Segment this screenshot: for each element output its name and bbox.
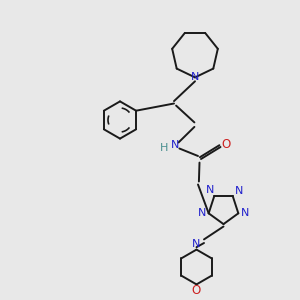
Text: N: N (191, 72, 199, 82)
Text: O: O (222, 137, 231, 151)
Text: N: N (206, 185, 214, 195)
Text: N: N (171, 140, 180, 151)
Text: O: O (192, 284, 201, 297)
Text: H: H (160, 143, 168, 154)
Text: N: N (235, 186, 244, 197)
Text: N: N (198, 208, 206, 218)
Text: N: N (192, 238, 201, 249)
Text: N: N (241, 208, 249, 218)
